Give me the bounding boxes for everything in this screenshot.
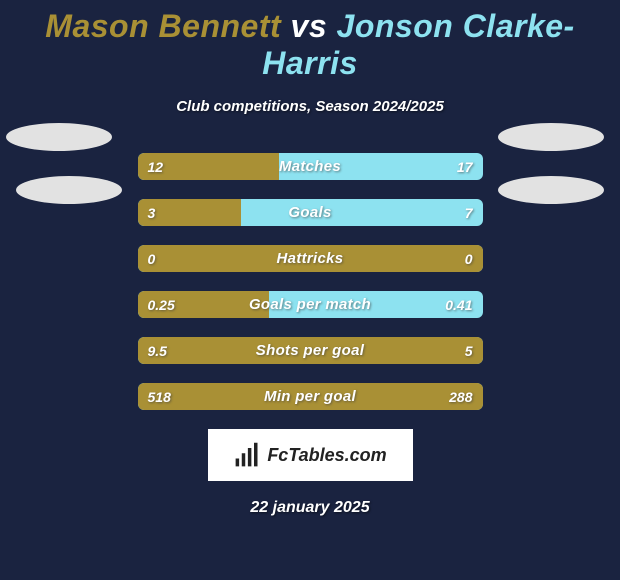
stat-label: Goals bbox=[138, 199, 483, 226]
stat-row-min-per-goal: 518 Min per goal 288 bbox=[138, 383, 483, 410]
stat-right-value: 5 bbox=[465, 337, 473, 364]
stat-right-value: 0.41 bbox=[445, 291, 472, 318]
page-title: Mason Bennett vs Jonson Clarke-Harris bbox=[0, 0, 620, 82]
player2-avatar bbox=[498, 123, 604, 151]
stats-container: 12 Matches 17 3 Goals 7 0 Hattricks 0 0.… bbox=[138, 153, 483, 410]
chart-icon bbox=[233, 441, 261, 469]
stat-label: Min per goal bbox=[138, 383, 483, 410]
stat-right-value: 17 bbox=[457, 153, 473, 180]
vs-label: vs bbox=[291, 8, 337, 44]
subtitle: Club competitions, Season 2024/2025 bbox=[0, 98, 620, 115]
player1-name: Mason Bennett bbox=[45, 8, 281, 44]
player2-avatar-shadow bbox=[498, 176, 604, 204]
stat-right-value: 7 bbox=[465, 199, 473, 226]
logo-text: FcTables.com bbox=[267, 445, 386, 466]
stat-label: Goals per match bbox=[138, 291, 483, 318]
stat-label: Shots per goal bbox=[138, 337, 483, 364]
source-logo[interactable]: FcTables.com bbox=[208, 429, 413, 481]
date-label: 22 january 2025 bbox=[0, 499, 620, 517]
player1-avatar bbox=[6, 123, 112, 151]
stat-right-value: 0 bbox=[465, 245, 473, 272]
stat-row-hattricks: 0 Hattricks 0 bbox=[138, 245, 483, 272]
stat-row-goals-per-match: 0.25 Goals per match 0.41 bbox=[138, 291, 483, 318]
stat-label: Hattricks bbox=[138, 245, 483, 272]
player1-avatar-shadow bbox=[16, 176, 122, 204]
stat-row-matches: 12 Matches 17 bbox=[138, 153, 483, 180]
stat-right-value: 288 bbox=[449, 383, 472, 410]
stat-row-shots-per-goal: 9.5 Shots per goal 5 bbox=[138, 337, 483, 364]
stat-row-goals: 3 Goals 7 bbox=[138, 199, 483, 226]
stat-label: Matches bbox=[138, 153, 483, 180]
